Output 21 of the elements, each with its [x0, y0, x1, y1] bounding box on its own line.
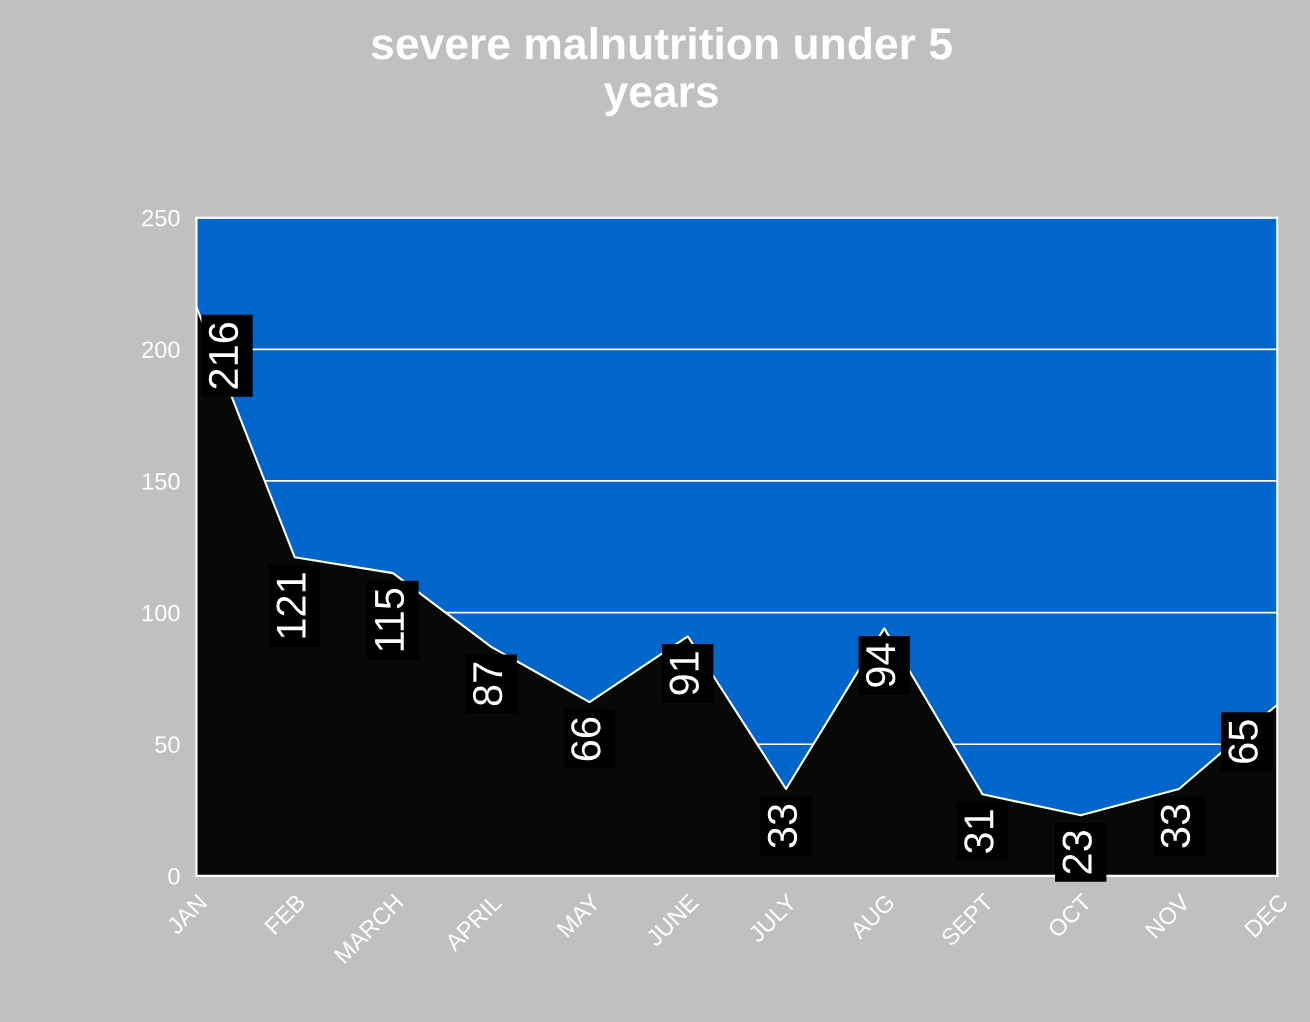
- x-tick-label: JAN: [165, 893, 208, 936]
- chart-title: severe malnutrition under 5 years: [371, 26, 952, 117]
- x-tick-label: FEB: [264, 893, 306, 936]
- data-label: 65: [1228, 720, 1258, 763]
- data-label: 33: [1160, 804, 1191, 848]
- data-label: 115: [375, 588, 405, 651]
- data-label: 94: [865, 643, 896, 687]
- data-label: 121: [276, 573, 306, 638]
- data-label: 31: [964, 810, 994, 853]
- y-tick-label: 250: [142, 209, 180, 227]
- data-label: 66: [571, 717, 601, 761]
- y-tick-label: 100: [142, 604, 180, 622]
- data-label: 87: [472, 662, 503, 706]
- data-label: 216: [208, 322, 239, 389]
- y-tick-label: 0: [168, 867, 180, 885]
- data-label: 33: [767, 804, 798, 848]
- data-label: 23: [1062, 831, 1092, 874]
- y-tick-label: 200: [142, 341, 180, 359]
- data-label: 91: [669, 652, 699, 695]
- y-tick-label: 150: [142, 473, 180, 490]
- y-tick-label: 50: [155, 736, 180, 754]
